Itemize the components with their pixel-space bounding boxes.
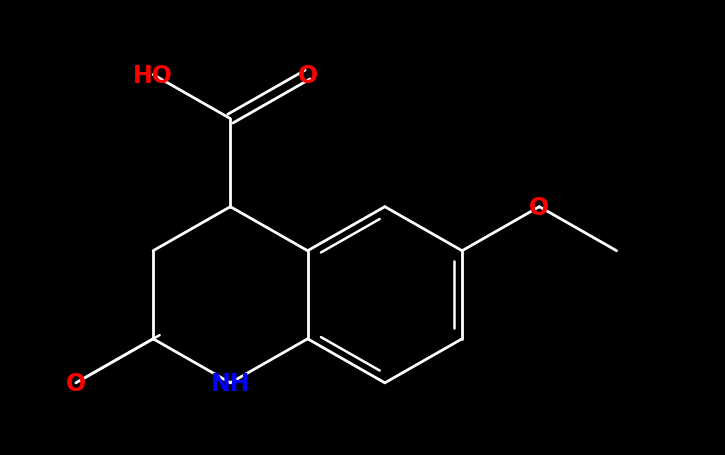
- Text: O: O: [66, 371, 86, 395]
- Text: O: O: [297, 63, 318, 87]
- Text: O: O: [529, 195, 550, 219]
- Text: HO: HO: [133, 63, 173, 87]
- Text: NH: NH: [211, 371, 250, 395]
